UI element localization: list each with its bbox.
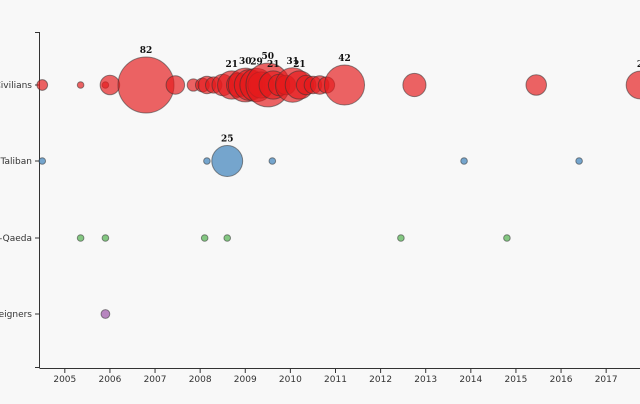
bubble-al-qaeda-point[interactable] [76, 234, 85, 242]
bubble-civilians-point[interactable] [402, 72, 427, 98]
bubble-layer [36, 56, 640, 319]
bubble-foreigners-point[interactable] [100, 309, 111, 319]
y-axis-ticks: Civilians Taliban al-Qaeda Foreigners [0, 32, 40, 368]
bubble-civilians-point[interactable] [36, 79, 49, 91]
bubble-civilians-point[interactable] [323, 64, 366, 106]
bubble-al-qaeda-point[interactable] [503, 234, 511, 242]
bubble-count-label: 50 [262, 52, 275, 62]
bubble-taliban-point[interactable] [575, 157, 583, 165]
x-tick-label: 2013 [414, 375, 437, 385]
x-tick-label: 2009 [234, 375, 257, 385]
bubble-taliban-point[interactable] [38, 157, 47, 165]
y-tick-label: Foreigners [0, 310, 32, 320]
bubble-count-label: 2 [637, 60, 640, 70]
bubble-taliban-point[interactable] [268, 157, 277, 165]
bubble-al-qaeda-point[interactable] [101, 234, 110, 242]
y-tick-label: Civilians [0, 81, 32, 91]
bubble-taliban-point[interactable] [203, 157, 211, 165]
bubble-count-label: 29 [250, 57, 263, 67]
bubble-count-label: 21 [293, 60, 306, 70]
x-axis-ticks: 2005 2006 2007 2008 2009 2010 2011 2012 2013 2014… [53, 368, 618, 385]
bubble-label-layer: 822130295021312142225 [140, 46, 640, 145]
x-tick-label: 2010 [279, 375, 302, 385]
bubble-civilians-point[interactable] [165, 75, 186, 95]
x-tick-label: 2014 [459, 375, 482, 385]
x-tick-label: 2006 [98, 375, 121, 385]
bubble-taliban-point[interactable] [460, 157, 468, 165]
bubble-count-label: 31 [286, 57, 299, 67]
x-tick-label: 2011 [324, 375, 347, 385]
x-tick-label: 2007 [144, 375, 167, 385]
y-tick-label: al-Qaeda [0, 234, 32, 244]
bubble-count-label: 30 [239, 57, 252, 67]
bubble-civilians-point[interactable] [525, 74, 547, 96]
bubble-count-label: 21 [225, 60, 238, 70]
y-tick-label: Taliban [0, 157, 32, 167]
bubble-count-label: 25 [221, 135, 234, 145]
bubble-civilians-point[interactable] [99, 74, 121, 96]
x-tick-label: 2017 [595, 375, 618, 385]
x-tick-label: 2005 [53, 375, 76, 385]
bubble-count-label: 82 [140, 46, 153, 56]
bubble-count-label: 21 [267, 60, 280, 70]
x-tick-label: 2015 [504, 375, 527, 385]
bubble-al-qaeda-point[interactable] [397, 234, 405, 242]
x-tick-label: 2008 [189, 375, 212, 385]
x-tick-label: 2016 [550, 375, 573, 385]
bubble-al-qaeda-point[interactable] [200, 234, 209, 242]
bubble-civilians-point[interactable] [76, 81, 85, 89]
bubble-taliban-point[interactable] [211, 145, 244, 177]
bubble-civilians-point[interactable] [625, 70, 640, 100]
bubble-al-qaeda-point[interactable] [223, 234, 232, 242]
x-tick-label: 2012 [369, 375, 392, 385]
bubble-count-label: 42 [338, 54, 351, 64]
